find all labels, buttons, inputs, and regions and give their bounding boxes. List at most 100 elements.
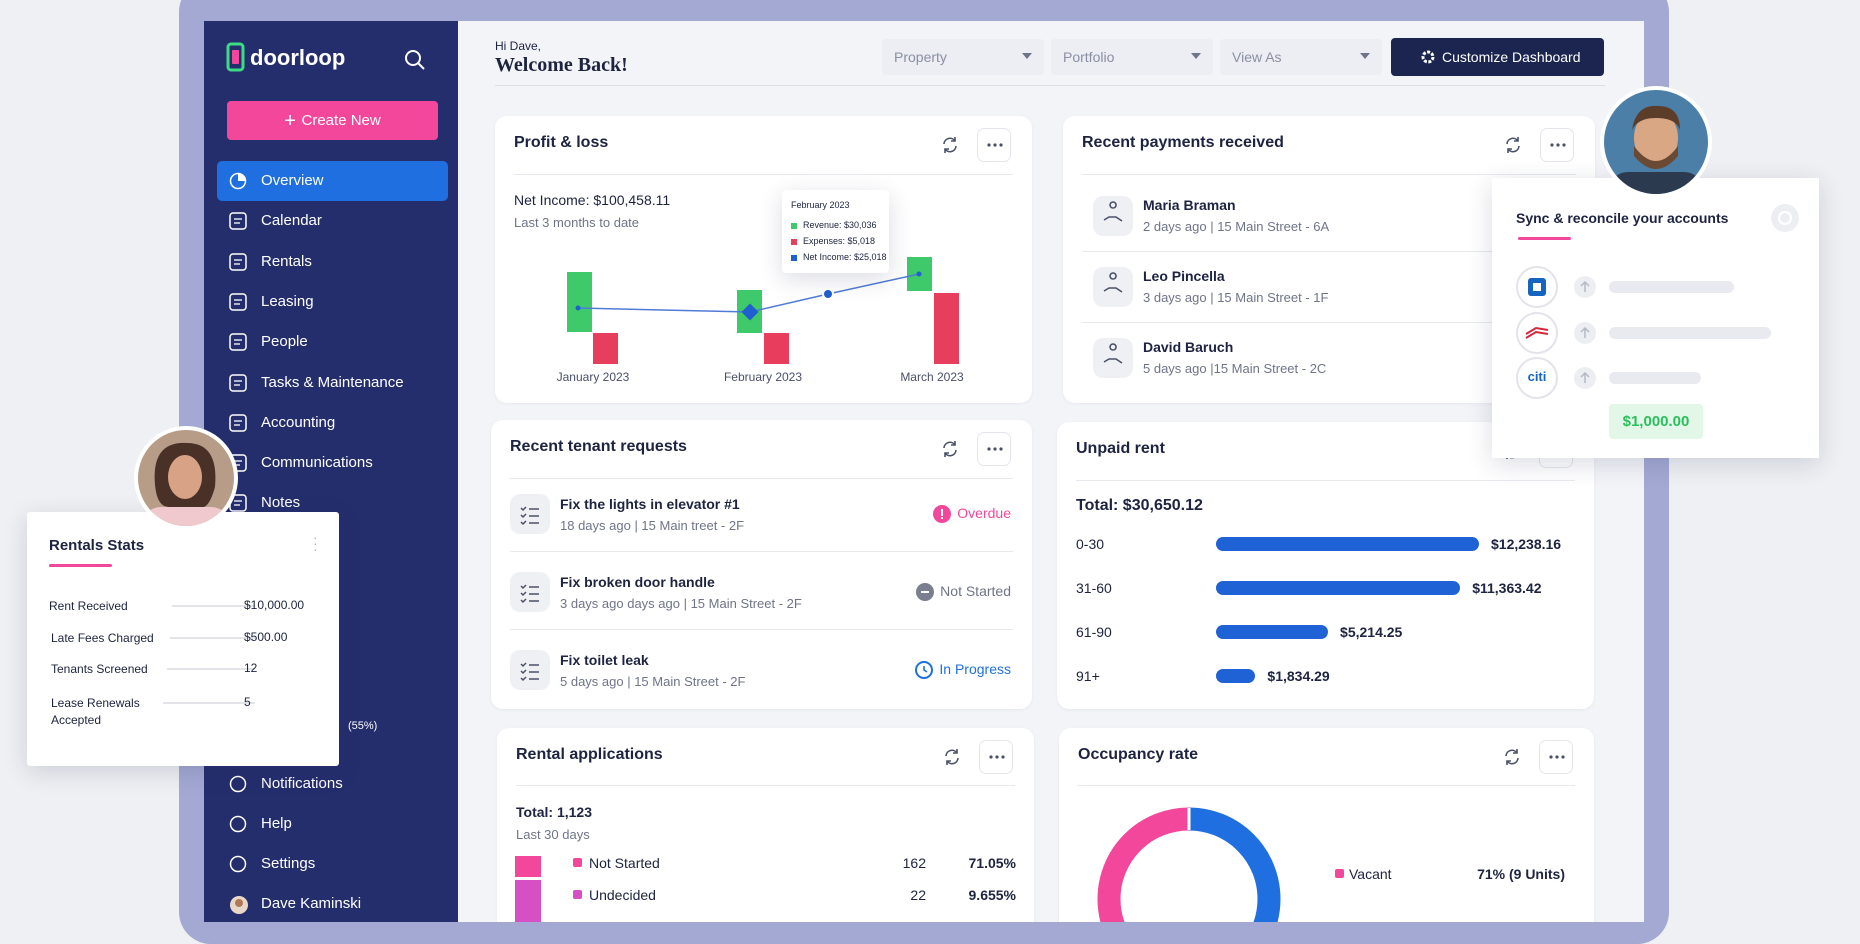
nav-icon <box>229 293 247 311</box>
request-title: Fix toilet leak <box>560 652 649 668</box>
nav-icon <box>229 414 247 432</box>
caret <box>1022 53 1032 59</box>
nav-item[interactable]: Notes <box>217 483 448 523</box>
bank-mark <box>1525 326 1549 339</box>
tooltip-swatch <box>791 223 797 229</box>
filter-dropdown[interactable]: Portfolio <box>1051 39 1213 75</box>
unpaid-value: $12,238.16 <box>1491 536 1562 552</box>
status-name: Not Started <box>589 855 660 871</box>
sync-graphics <box>1516 204 1799 399</box>
avatar-beard <box>1634 146 1678 169</box>
nav-icon <box>229 373 247 392</box>
expense-bar <box>934 293 959 364</box>
pl-chart <box>567 257 959 364</box>
range-label: 31-60 <box>1076 580 1112 596</box>
arrow <box>1580 371 1590 383</box>
nav-icon <box>229 252 247 271</box>
progress-label: (55%) <box>348 720 378 732</box>
refresh-icon <box>1505 749 1519 765</box>
nav-item[interactable]: Rentals <box>217 242 448 282</box>
nav-icon <box>229 172 247 190</box>
nav-item[interactable]: People <box>217 322 448 362</box>
request-detail: 3 days ago days ago | 15 Main Street - 2… <box>560 596 802 611</box>
stat-line <box>170 637 255 639</box>
stack-segment <box>515 880 541 922</box>
task-icon <box>510 572 550 612</box>
nav-item[interactable]: Overview <box>217 161 448 201</box>
nav-item[interactable]: Tasks & Maintenance <box>217 363 448 403</box>
legend-value: 71% (9 Units) <box>1477 866 1565 882</box>
stat-value: $500.00 <box>244 630 288 644</box>
more-button[interactable] <box>979 740 1013 774</box>
unpaid-bar <box>1216 625 1329 639</box>
more-button[interactable] <box>977 128 1011 162</box>
stat-label: Tenants Screened <box>51 662 148 676</box>
filter-dropdown[interactable]: Property <box>882 39 1044 75</box>
nav-item[interactable]: Help <box>217 804 448 844</box>
more-dots[interactable]: · · · <box>313 529 318 557</box>
divider <box>514 174 1013 175</box>
tooltip-row: Net Income: $25,018 <box>803 252 887 262</box>
nav-label: Leasing <box>261 292 314 310</box>
avatar-man <box>1600 86 1712 198</box>
applications-card: Rental applications Total: 1,123 Last 30… <box>497 728 1034 922</box>
legend-swatch <box>1335 869 1344 878</box>
nav-item[interactable]: Calendar <box>217 201 448 241</box>
payment-icon <box>1093 196 1133 236</box>
more-button[interactable] <box>1540 128 1574 162</box>
refresh-icon <box>945 749 959 765</box>
stat-line <box>172 605 255 607</box>
user-name: Dave Kaminski <box>261 895 362 912</box>
refresh-glyph <box>1778 211 1792 225</box>
more-dots <box>1549 755 1565 759</box>
nav-item[interactable]: Leasing <box>217 282 448 322</box>
status-count: 22 <box>910 887 926 903</box>
nav-item[interactable]: Settings <box>217 844 448 884</box>
sync-popup: Sync & reconcile your accounts citi $1,0… <box>1492 178 1819 458</box>
request-detail: 5 days ago | 15 Main Street - 2F <box>560 674 746 689</box>
nav-label: Notes <box>261 494 301 512</box>
greeting: Hi Dave, <box>495 39 542 53</box>
create-plus: + <box>284 110 302 132</box>
tooltip-title: February 2023 <box>791 200 850 210</box>
nav-label: People <box>261 333 308 351</box>
refresh-icon <box>943 441 957 457</box>
tooltip-swatch <box>791 239 797 245</box>
placeholder-bar <box>1609 372 1701 384</box>
line-point <box>741 303 759 321</box>
applications-total: Total: 1,123 <box>516 804 592 820</box>
logo-icon <box>226 42 245 72</box>
stack-segment <box>515 856 541 877</box>
divider <box>1076 480 1575 481</box>
avatar-face <box>1634 110 1678 166</box>
unpaid-value: $11,363.42 <box>1472 580 1542 596</box>
search-icon[interactable] <box>404 49 426 71</box>
applications-period: Last 30 days <box>516 827 590 842</box>
sync-amount: $1,000.00 <box>1609 404 1703 439</box>
refresh-icon <box>1506 137 1520 153</box>
title-underline <box>49 564 112 567</box>
more-button[interactable] <box>1539 740 1573 774</box>
more-button[interactable] <box>977 432 1011 466</box>
status-percent: 9.655% <box>968 887 1016 903</box>
unpaid-bar <box>1216 669 1256 683</box>
refresh-button[interactable] <box>1771 204 1799 232</box>
status-icon <box>916 583 935 601</box>
create-button[interactable]: + Create New <box>227 101 438 140</box>
range-label: 91+ <box>1076 668 1100 684</box>
welcome-title: Welcome Back! <box>495 54 628 76</box>
payer-name: Maria Braman <box>1143 197 1236 213</box>
stat-value: $10,000.00 <box>244 598 305 612</box>
request-title: Fix broken door handle <box>560 574 715 590</box>
nav-item[interactable]: Communications <box>217 443 448 483</box>
stat-label: Rent Received <box>49 599 128 613</box>
filter-dropdown[interactable]: View As <box>1220 39 1382 75</box>
logo-text: doorloop <box>250 45 346 70</box>
nav-item[interactable]: Accounting <box>217 403 448 443</box>
nav-item[interactable]: Notifications <box>217 764 448 804</box>
divider <box>510 478 1013 479</box>
avatar-face <box>168 455 202 499</box>
stat-value: 5 <box>244 695 251 709</box>
customize-button[interactable]: Customize Dashboard <box>1391 38 1604 76</box>
